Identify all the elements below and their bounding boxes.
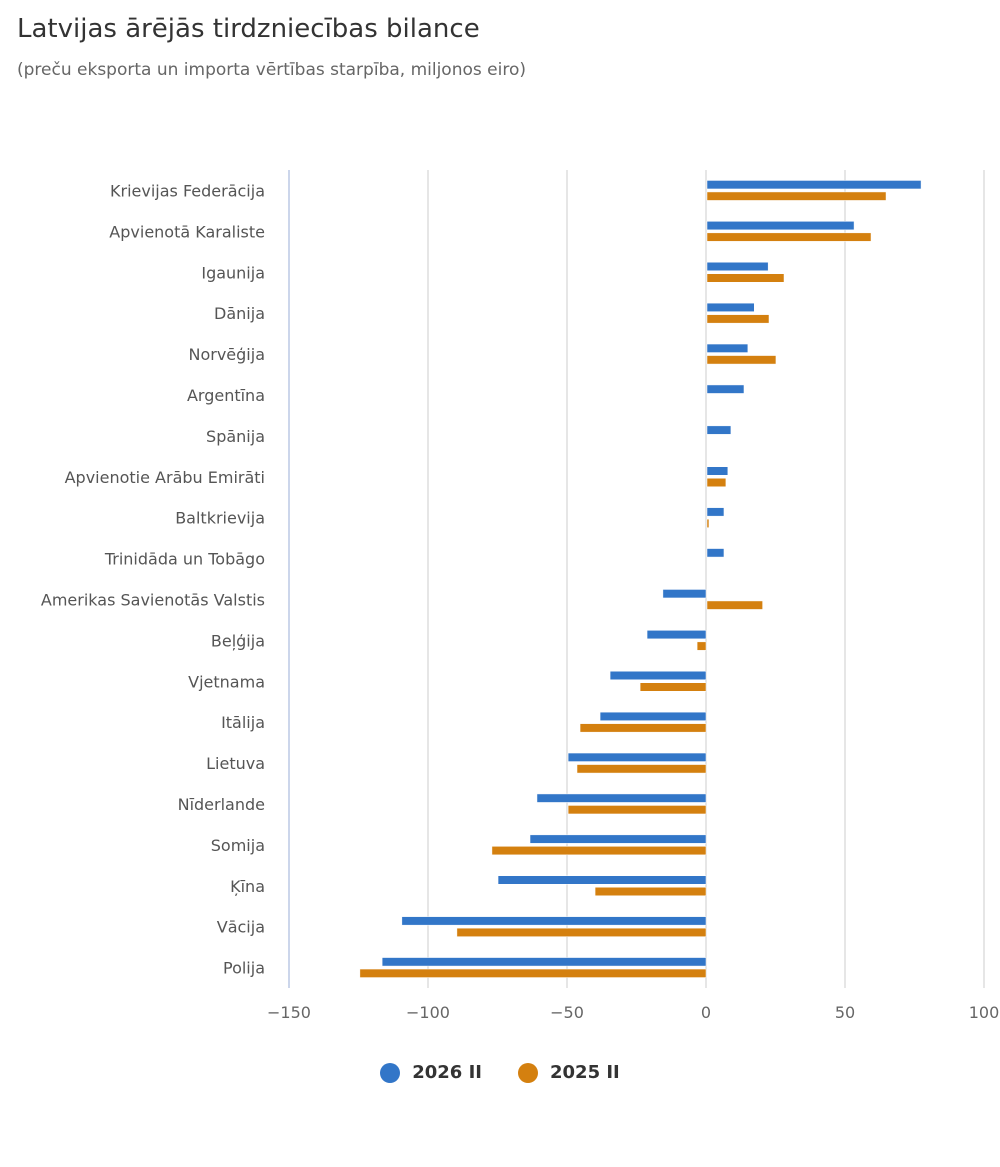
x-tick-label-1: −100	[406, 1003, 450, 1022]
x-tick-label-5: 100	[969, 1003, 1000, 1022]
bar-series-0-18[interactable]	[401, 916, 707, 926]
legend-label-series-0: 2026 II	[412, 1062, 482, 1083]
category-labels: Krievijas Federācija Apvienotā Karaliste I…	[41, 181, 265, 977]
bar-series-0-17[interactable]	[497, 875, 707, 885]
bars	[359, 180, 922, 978]
category-label-8: Baltkrievija	[175, 509, 265, 528]
bar-series-1-1[interactable]	[706, 232, 872, 242]
bar-series-0-1[interactable]	[706, 221, 855, 231]
bar-series-1-11[interactable]	[696, 641, 707, 651]
bar-series-0-4[interactable]	[706, 343, 749, 353]
legend-marker-series-1	[518, 1062, 538, 1083]
legend-marker-series-0	[380, 1062, 401, 1083]
category-label-6: Spānija	[206, 427, 265, 446]
bar-series-0-2[interactable]	[706, 262, 769, 271]
category-label-3: Dānija	[214, 304, 265, 323]
category-label-18: Vācija	[217, 918, 265, 937]
category-label-14: Lietuva	[206, 754, 265, 773]
bar-series-0-6[interactable]	[706, 425, 732, 435]
category-label-10: Amerikas Savienotās Valstis	[41, 590, 265, 609]
bar-series-0-19[interactable]	[381, 957, 707, 967]
bar-series-1-13[interactable]	[579, 723, 707, 733]
bar-series-0-12[interactable]	[609, 671, 707, 680]
bar-series-1-16[interactable]	[491, 846, 707, 856]
bar-series-1-8[interactable]	[706, 518, 710, 528]
bar-series-1-14[interactable]	[576, 764, 707, 774]
bar-series-1-3[interactable]	[706, 314, 770, 324]
gridlines	[288, 170, 985, 988]
x-axis-tick-labels: −150 −100 −50 0 50 100	[267, 1003, 999, 1022]
category-label-12: Vjetnama	[188, 672, 265, 691]
bar-series-1-10[interactable]	[706, 600, 763, 610]
category-label-4: Norvēģija	[189, 345, 266, 364]
category-label-15: Nīderlande	[178, 795, 265, 814]
bar-series-0-0[interactable]	[706, 180, 922, 190]
bar-series-1-15[interactable]	[567, 805, 707, 815]
chart-title: Latvijas ārējās tirdzniecības bilance	[17, 14, 480, 44]
legend-item-series-1[interactable]: 2025 II	[518, 1062, 620, 1083]
category-label-2: Igaunija	[201, 263, 265, 282]
bar-series-0-8[interactable]	[706, 507, 725, 517]
category-label-0: Krievijas Federācija	[110, 181, 265, 200]
x-tick-label-4: 50	[835, 1003, 855, 1022]
bar-series-0-9[interactable]	[706, 548, 725, 558]
category-label-11: Beļģija	[211, 631, 265, 650]
bar-series-1-2[interactable]	[706, 273, 785, 283]
category-label-13: Itālija	[221, 713, 265, 732]
category-label-17: Ķīna	[230, 877, 265, 896]
x-tick-label-2: −50	[550, 1003, 584, 1022]
category-label-19: Polija	[223, 959, 265, 978]
bar-series-0-15[interactable]	[536, 793, 707, 803]
bar-series-1-4[interactable]	[706, 355, 777, 365]
x-tick-label-3: 0	[701, 1003, 711, 1022]
bar-series-0-5[interactable]	[706, 384, 745, 394]
bar-series-0-11[interactable]	[646, 630, 707, 640]
bar-series-0-3[interactable]	[706, 302, 755, 312]
legend-label-series-1: 2025 II	[550, 1062, 620, 1083]
category-label-1: Apvienotā Karaliste	[109, 222, 265, 241]
bar-series-0-16[interactable]	[529, 834, 707, 844]
bar-series-1-7[interactable]	[706, 478, 727, 487]
bar-series-0-7[interactable]	[706, 466, 729, 476]
bar-series-0-14[interactable]	[567, 752, 707, 762]
category-label-5: Argentīna	[187, 386, 265, 405]
bar-series-0-13[interactable]	[599, 711, 707, 721]
category-label-9: Trinidāda un Tobāgo	[104, 550, 265, 569]
bar-series-1-0[interactable]	[706, 191, 887, 201]
category-label-7: Apvienotie Arābu Emirāti	[65, 468, 265, 487]
bar-series-0-10[interactable]	[662, 589, 707, 599]
bar-series-1-18[interactable]	[456, 927, 707, 937]
bar-series-1-12[interactable]	[639, 682, 707, 692]
bar-series-1-17[interactable]	[594, 887, 707, 896]
legend-item-series-0[interactable]: 2026 II	[380, 1062, 482, 1083]
legend: 2026 II 2025 II	[0, 1062, 1000, 1083]
bar-series-1-19[interactable]	[359, 968, 707, 978]
x-tick-label-0: −150	[267, 1003, 311, 1022]
bar-chart: Krievijas Federācija Apvienotā Karaliste I…	[41, 170, 999, 1022]
chart-subtitle: (preču eksporta un importa vērtības star…	[17, 60, 526, 80]
category-label-16: Somija	[211, 836, 265, 855]
